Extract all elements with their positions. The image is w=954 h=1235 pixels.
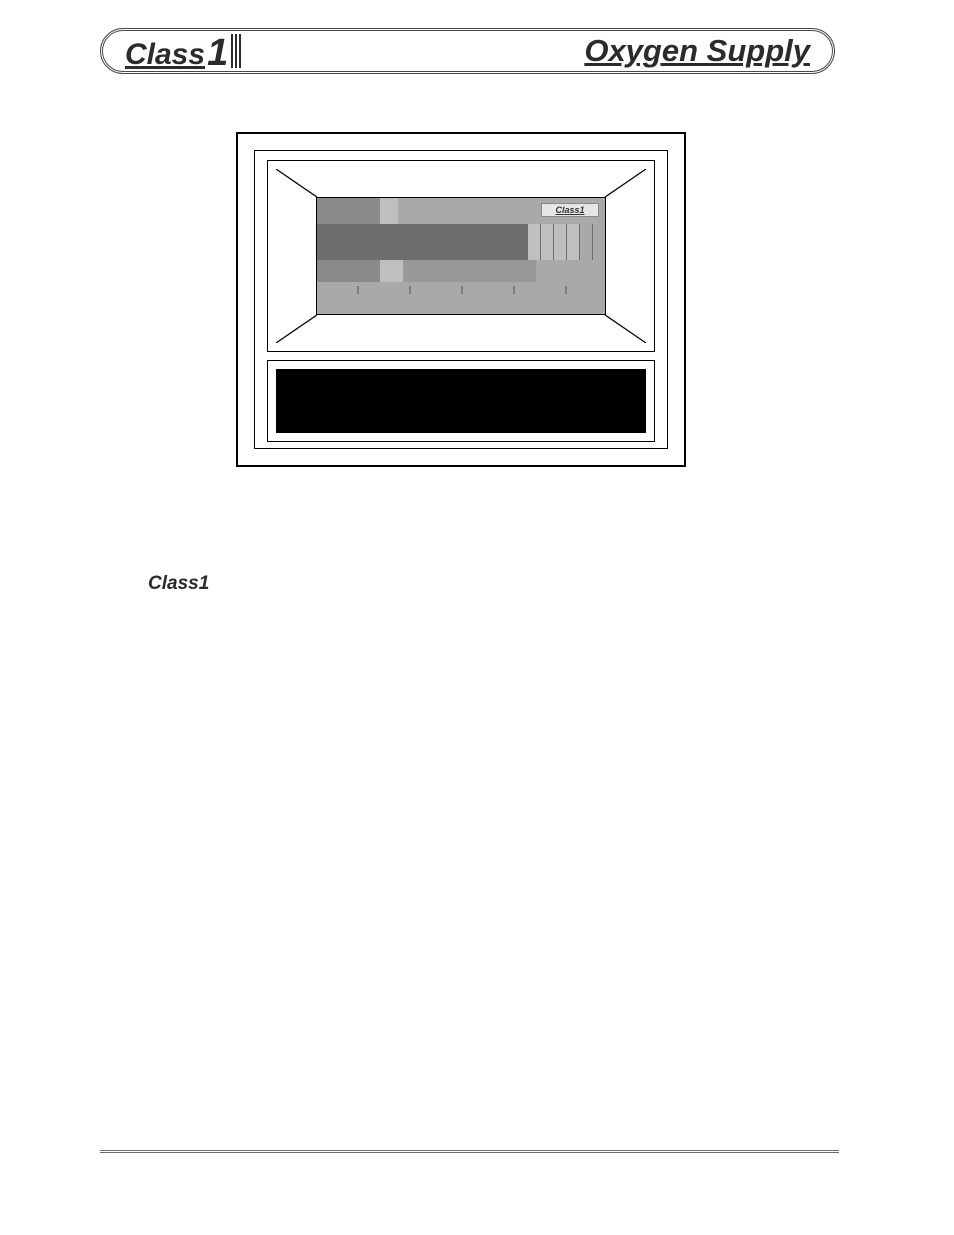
gauge-bar — [343, 224, 356, 260]
gauge-bar — [396, 224, 409, 260]
gauge-perspective: Class1 — [276, 169, 646, 343]
gauge-top-segment — [380, 198, 397, 224]
brand-numeral: 1 — [207, 34, 228, 72]
gauge-bar — [500, 224, 513, 260]
gauge-recess: Class1 — [267, 160, 655, 352]
gauge-bottom-strip — [317, 260, 605, 282]
gauge-bar — [513, 224, 526, 260]
gauge-tick — [461, 286, 463, 294]
placard — [276, 369, 646, 433]
page: Class1 Oxygen Supply Class1 — [0, 0, 954, 1235]
gauge-bar — [356, 224, 369, 260]
gauge-mini-brand: Class1 — [541, 203, 599, 217]
gauge-tick — [513, 286, 515, 294]
gauge-tick — [357, 286, 359, 294]
gauge-tick — [565, 286, 567, 294]
gauge-window: Class1 — [316, 197, 606, 315]
gauge-bar — [435, 224, 448, 260]
gauge-bar — [553, 224, 566, 260]
gauge-tick — [409, 286, 411, 294]
page-title: Oxygen Supply — [584, 33, 810, 69]
gauge-bar — [330, 224, 343, 260]
gauge-bar — [461, 224, 474, 260]
gauge-bottom-segment — [536, 260, 605, 282]
gauge-bar — [369, 224, 382, 260]
gauge-bar — [422, 224, 435, 260]
brand-stripes-icon — [231, 34, 241, 68]
gauge-bar — [448, 224, 461, 260]
diagram-frame-inner: Class1 — [254, 150, 668, 449]
gauge-bar — [527, 224, 540, 260]
placard-frame — [267, 360, 655, 442]
gauge-bar — [579, 224, 592, 260]
brand-logo: Class1 — [125, 32, 241, 70]
gauge-bar — [474, 224, 487, 260]
gauge-bar — [382, 224, 395, 260]
header-lozenge: Class1 Oxygen Supply — [100, 28, 835, 74]
brand-word: Class — [125, 40, 205, 70]
gauge-bar-row — [317, 224, 605, 260]
body-brand-text: Class1 — [148, 573, 209, 595]
gauge-top-segment — [317, 198, 380, 224]
gauge-bottom-segment — [380, 260, 403, 282]
footer-rule — [100, 1150, 839, 1153]
gauge-bar — [487, 224, 500, 260]
gauge-bottom-segment — [403, 260, 535, 282]
gauge-bar — [317, 224, 330, 260]
gauge-top-segment — [398, 198, 548, 224]
gauge-bar — [409, 224, 422, 260]
gauge-bottom-segment — [317, 260, 380, 282]
diagram-frame-outer: Class1 — [236, 132, 686, 467]
gauge-bar — [540, 224, 553, 260]
gauge-bar — [592, 224, 605, 260]
gauge-bar — [566, 224, 579, 260]
